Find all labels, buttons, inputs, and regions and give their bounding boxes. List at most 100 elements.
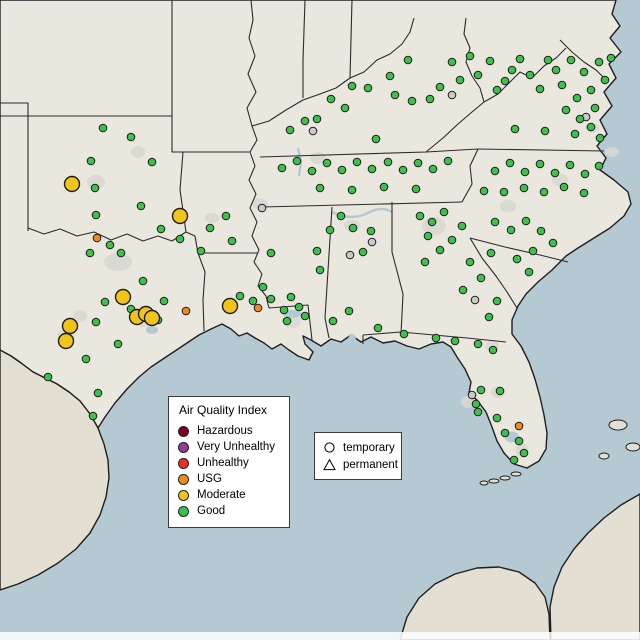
- station-marker-usg[interactable]: [92, 233, 102, 243]
- station-marker-good[interactable]: [570, 129, 580, 139]
- station-marker-good[interactable]: [337, 165, 347, 175]
- station-marker-good[interactable]: [572, 93, 582, 103]
- station-marker-good[interactable]: [506, 225, 516, 235]
- station-marker-good[interactable]: [525, 70, 535, 80]
- station-marker-good[interactable]: [138, 276, 148, 286]
- station-marker-good[interactable]: [300, 311, 310, 321]
- station-marker-good[interactable]: [557, 80, 567, 90]
- station-marker-good[interactable]: [473, 70, 483, 80]
- station-marker-good[interactable]: [450, 336, 460, 346]
- station-marker-good[interactable]: [116, 248, 126, 258]
- station-marker-good[interactable]: [507, 65, 517, 75]
- station-marker-good[interactable]: [371, 134, 381, 144]
- station-marker-good[interactable]: [367, 164, 377, 174]
- station-marker-moderate[interactable]: [143, 309, 161, 327]
- station-marker-inactive[interactable]: [308, 126, 318, 136]
- station-marker-good[interactable]: [415, 211, 425, 221]
- station-marker-good[interactable]: [420, 257, 430, 267]
- station-marker-good[interactable]: [500, 428, 510, 438]
- station-marker-moderate[interactable]: [61, 317, 79, 335]
- station-marker-good[interactable]: [423, 231, 433, 241]
- station-marker-good[interactable]: [286, 292, 296, 302]
- station-marker-good[interactable]: [407, 96, 417, 106]
- station-marker-good[interactable]: [520, 167, 530, 177]
- station-marker-good[interactable]: [490, 166, 500, 176]
- station-marker-good[interactable]: [91, 210, 101, 220]
- station-marker-good[interactable]: [586, 122, 596, 132]
- station-marker-good[interactable]: [594, 161, 604, 171]
- station-marker-good[interactable]: [447, 57, 457, 67]
- station-marker-inactive[interactable]: [467, 390, 477, 400]
- station-marker-good[interactable]: [266, 248, 276, 258]
- station-marker-good[interactable]: [277, 163, 287, 173]
- station-marker-good[interactable]: [100, 297, 110, 307]
- station-marker-good[interactable]: [326, 94, 336, 104]
- station-marker-good[interactable]: [398, 165, 408, 175]
- station-marker-good[interactable]: [524, 267, 534, 277]
- station-marker-good[interactable]: [548, 238, 558, 248]
- station-marker-good[interactable]: [479, 186, 489, 196]
- station-marker-good[interactable]: [81, 354, 91, 364]
- station-marker-good[interactable]: [325, 225, 335, 235]
- station-marker-good[interactable]: [579, 67, 589, 77]
- station-marker-inactive[interactable]: [367, 237, 377, 247]
- station-marker-good[interactable]: [443, 156, 453, 166]
- station-marker-good[interactable]: [315, 265, 325, 275]
- station-marker-good[interactable]: [476, 273, 486, 283]
- station-marker-good[interactable]: [600, 75, 610, 85]
- station-marker-good[interactable]: [579, 188, 589, 198]
- station-marker-good[interactable]: [403, 55, 413, 65]
- station-marker-good[interactable]: [328, 316, 338, 326]
- station-marker-good[interactable]: [340, 103, 350, 113]
- station-marker-good[interactable]: [431, 333, 441, 343]
- station-marker-good[interactable]: [413, 158, 423, 168]
- station-marker-good[interactable]: [43, 372, 53, 382]
- station-marker-good[interactable]: [352, 157, 362, 167]
- station-marker-good[interactable]: [385, 71, 395, 81]
- station-marker-good[interactable]: [575, 114, 585, 124]
- station-marker-good[interactable]: [465, 51, 475, 61]
- station-marker-good[interactable]: [136, 201, 146, 211]
- station-marker-good[interactable]: [363, 83, 373, 93]
- station-marker-good[interactable]: [515, 54, 525, 64]
- station-marker-good[interactable]: [358, 247, 368, 257]
- station-marker-good[interactable]: [390, 90, 400, 100]
- station-marker-good[interactable]: [514, 436, 524, 446]
- station-marker-good[interactable]: [307, 166, 317, 176]
- station-marker-good[interactable]: [485, 56, 495, 66]
- station-marker-good[interactable]: [383, 157, 393, 167]
- station-marker-good[interactable]: [126, 132, 136, 142]
- station-marker-good[interactable]: [292, 156, 302, 166]
- station-marker-good[interactable]: [205, 223, 215, 233]
- station-marker-good[interactable]: [455, 75, 465, 85]
- station-marker-good[interactable]: [91, 317, 101, 327]
- station-marker-good[interactable]: [294, 302, 304, 312]
- station-marker-inactive[interactable]: [257, 203, 267, 213]
- station-marker-moderate[interactable]: [114, 288, 132, 306]
- station-marker-good[interactable]: [536, 226, 546, 236]
- station-marker-good[interactable]: [348, 223, 358, 233]
- station-marker-moderate[interactable]: [171, 207, 189, 225]
- station-marker-inactive[interactable]: [447, 90, 457, 100]
- station-marker-good[interactable]: [373, 323, 383, 333]
- station-marker-good[interactable]: [379, 182, 389, 192]
- station-marker-good[interactable]: [551, 65, 561, 75]
- station-marker-good[interactable]: [473, 339, 483, 349]
- station-marker-good[interactable]: [561, 105, 571, 115]
- station-marker-good[interactable]: [594, 57, 604, 67]
- station-marker-good[interactable]: [279, 305, 289, 315]
- station-marker-good[interactable]: [312, 246, 322, 256]
- station-marker-good[interactable]: [535, 159, 545, 169]
- station-marker-good[interactable]: [486, 248, 496, 258]
- station-marker-good[interactable]: [447, 235, 457, 245]
- station-marker-good[interactable]: [439, 207, 449, 217]
- station-marker-good[interactable]: [427, 217, 437, 227]
- station-marker-good[interactable]: [519, 183, 529, 193]
- station-marker-good[interactable]: [539, 187, 549, 197]
- station-marker-good[interactable]: [510, 124, 520, 134]
- station-marker-good[interactable]: [473, 407, 483, 417]
- station-marker-good[interactable]: [566, 55, 576, 65]
- station-marker-good[interactable]: [509, 455, 519, 465]
- station-marker-good[interactable]: [528, 246, 538, 256]
